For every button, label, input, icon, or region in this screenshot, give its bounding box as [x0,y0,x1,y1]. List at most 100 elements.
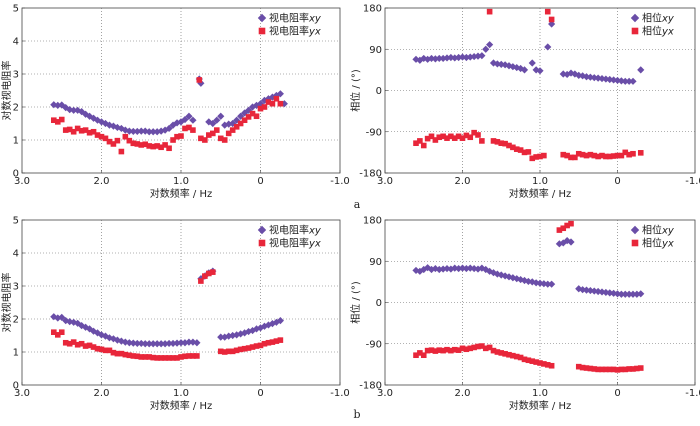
data-point-xy [129,339,137,347]
y-tick-label: 90 [369,45,382,56]
data-point-yx [233,347,240,354]
data-point-yx [606,366,613,373]
data-point-yx [541,152,547,159]
data-point-xy [575,71,583,79]
data-point-yx [134,141,141,147]
data-point-yx [517,147,524,153]
data-point-yx [78,340,85,347]
data-point-yx [498,350,505,356]
data-point-xy [157,340,165,348]
data-point-yx [241,117,248,123]
data-point-yx [486,344,493,351]
data-point-yx [475,343,481,350]
data-point-yx [417,350,423,356]
data-point-xy [93,329,102,337]
data-point-yx [451,135,458,141]
x-tick-label: 2.0 [455,388,471,399]
data-point-yx [225,348,232,355]
data-point-xy [217,112,225,120]
data-point-yx [150,354,156,361]
legend-label-xy: 相位xy [642,224,675,237]
data-point-xy [149,128,157,136]
x-tick-label: -1.0 [330,388,350,399]
data-point-yx [521,356,528,363]
data-point-yx [86,129,93,136]
data-point-yx [225,130,232,137]
x-tick-label: -1.0 [685,388,700,399]
data-point-xy [97,331,106,339]
data-point-xy [625,290,633,298]
data-point-xy [571,70,579,78]
data-point-xy [185,338,193,346]
data-point-xy [625,77,633,85]
x-axis-label: 对数频率 / Hz [150,187,213,200]
data-point-yx [455,133,462,140]
x-tick-label: 1.0 [173,176,189,187]
data-point-yx [82,343,89,349]
data-point-yx [568,154,574,161]
data-point-xy [185,112,193,120]
legend-label-yx: 视电阻率yx [269,237,321,250]
data-point-yx [198,135,204,142]
data-point-yx [459,135,466,141]
data-point-yx [510,144,516,151]
data-point-yx [154,355,160,361]
data-point-yx [486,8,493,15]
x-tick-label: 3.0 [377,176,393,187]
data-point-yx [122,133,129,140]
legend-marker-yx [631,27,639,35]
data-point-yx [610,153,617,159]
x-tick-label: -1.0 [330,176,350,187]
data-point-yx [568,220,574,227]
data-point-yx [622,149,629,156]
data-point-yx [158,355,164,361]
data-point-yx [595,153,601,160]
data-point-yx [54,332,61,338]
data-point-yx [182,353,188,360]
data-point-xy [520,66,529,74]
data-point-xy [165,339,173,348]
data-point-yx [424,135,431,142]
data-point-yx [70,128,77,135]
data-point-yx [210,130,216,137]
data-point-xy [133,339,141,348]
data-point-xy [567,238,575,246]
data-point-yx [603,153,609,160]
data-point-xy [629,77,637,85]
data-point-yx [166,145,172,152]
data-point-yx [98,133,105,140]
data-point-xy [189,116,197,124]
data-point-yx [463,132,470,139]
data-point-yx [413,140,419,147]
data-point-yx [529,155,536,162]
data-point-xy [137,339,145,348]
data-point-xy [177,339,185,347]
data-point-xy [157,127,165,135]
y-tick-label: 1 [13,136,19,147]
caption-b: b [353,408,360,421]
data-point-yx [66,340,73,347]
y-axis-label: 对数视电阻率 [0,273,13,333]
data-point-xy [524,277,532,286]
data-point-yx [448,347,454,354]
data-point-yx [78,127,85,134]
data-point-yx [142,354,149,360]
data-point-yx [471,129,477,136]
data-point-xy [252,325,261,333]
legend-marker-yx [258,27,266,35]
data-point-yx [603,366,609,373]
data-point-yx [564,222,570,229]
data-point-yx [170,137,176,143]
data-point-yx [525,357,532,364]
data-point-yx [90,128,97,135]
legend-label-xy: 相位xy [642,12,675,25]
data-point-yx [158,144,164,151]
legend-marker-yx [258,239,266,247]
data-point-yx [583,152,590,159]
data-point-yx [544,8,551,15]
data-point-yx [417,138,423,144]
data-point-yx [490,138,497,144]
data-point-xy [117,337,125,345]
y-tick-label: 2 [13,103,19,114]
